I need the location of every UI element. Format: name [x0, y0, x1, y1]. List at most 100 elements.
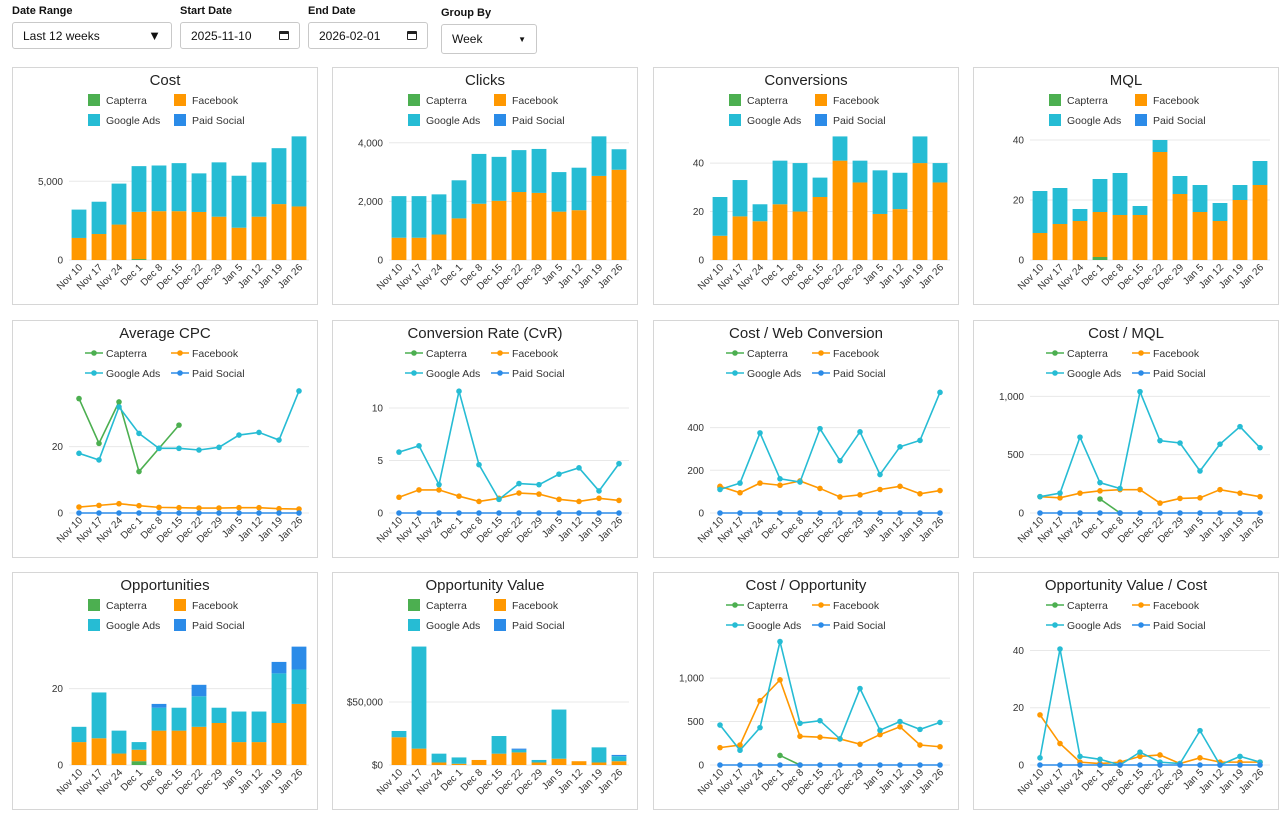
point-paid-social — [1237, 510, 1243, 516]
legend-item[interactable]: Facebook — [171, 348, 239, 360]
legend-item[interactable]: Facebook — [812, 348, 880, 360]
bar-google-ads — [511, 150, 527, 193]
point-paid-social — [556, 510, 562, 516]
legend-label: Capterra — [747, 348, 788, 360]
group-by-select[interactable]: Week ▼ — [441, 24, 537, 54]
legend-item[interactable]: Facebook — [491, 348, 559, 360]
start-date-input[interactable]: 2025-11-10 — [180, 22, 300, 49]
bar-google-ads — [471, 153, 487, 204]
legend-item[interactable]: Google Ads — [408, 619, 480, 632]
bar-google-ads — [411, 196, 427, 238]
bar-paid-social — [191, 684, 207, 697]
line-google-ads — [1039, 388, 1261, 498]
legend-item[interactable]: Facebook — [815, 94, 880, 107]
legend-item[interactable]: Paid Social — [1132, 368, 1206, 380]
legend-item[interactable]: Google Ads — [1046, 368, 1121, 380]
legend-label: Facebook — [833, 348, 880, 360]
legend-item[interactable]: Paid Social — [494, 114, 565, 127]
bar-google-ads — [211, 162, 227, 217]
legend-item[interactable]: Google Ads — [1049, 114, 1121, 127]
bar-google-ads — [551, 709, 567, 759]
legend-item[interactable]: Paid Social — [815, 114, 886, 127]
chart-svg: Capterra Facebook Google Ads Paid Social 0 20… — [687, 348, 950, 546]
point-google-ads — [616, 460, 622, 467]
legend-item[interactable]: Paid Social — [171, 368, 245, 380]
legend-item[interactable]: Paid Social — [174, 114, 245, 127]
bar-google-ads — [131, 742, 147, 750]
bar-google-ads — [1252, 161, 1268, 185]
point-google-ads — [1097, 479, 1103, 486]
legend-item[interactable]: Capterra — [1046, 600, 1108, 612]
chart-panel-cvr: Conversion Rate (CvR) Capterra Facebook Goo… — [332, 320, 638, 558]
legend-item[interactable]: Paid Social — [812, 620, 886, 632]
bar-facebook — [872, 213, 888, 260]
point-facebook — [196, 505, 202, 511]
point-facebook — [937, 743, 943, 750]
legend-item[interactable]: Google Ads — [729, 114, 801, 127]
bar-facebook — [611, 169, 627, 260]
legend-item[interactable]: Capterra — [726, 348, 788, 360]
y-tick-label: 40 — [1013, 646, 1025, 657]
point-google-ads — [76, 450, 82, 457]
bar-google-ads — [932, 163, 948, 183]
point-facebook — [917, 742, 923, 748]
bar-facebook — [91, 234, 107, 260]
legend-label: Google Ads — [747, 620, 801, 632]
bar-google-ads — [91, 201, 107, 235]
legend-item[interactable]: Paid Social — [1132, 620, 1206, 632]
legend-label: Google Ads — [747, 115, 801, 127]
legend-item[interactable]: Paid Social — [491, 368, 565, 380]
y-tick-label: 1,000 — [679, 674, 704, 685]
calendar-icon[interactable] — [407, 31, 417, 40]
bar-facebook — [471, 203, 487, 260]
legend-item[interactable]: Google Ads — [88, 619, 160, 632]
legend-item[interactable]: Capterra — [1046, 348, 1108, 360]
bar-facebook — [271, 723, 287, 765]
legend-item[interactable]: Paid Social — [174, 619, 245, 632]
date-range-select[interactable]: Last 12 weeks ▼ — [12, 22, 172, 49]
legend-item[interactable]: Paid Social — [494, 619, 565, 632]
legend-item[interactable]: Facebook — [1132, 600, 1200, 612]
chart-title: Conversions — [764, 72, 848, 89]
legend-item[interactable]: Facebook — [494, 599, 559, 612]
legend-label: Google Ads — [747, 368, 801, 380]
end-date-input[interactable]: 2026-02-01 — [308, 22, 428, 49]
bar-facebook — [531, 762, 547, 765]
legend-item[interactable]: Facebook — [494, 94, 559, 107]
legend-swatch — [408, 114, 420, 126]
legend-item[interactable]: Facebook — [812, 600, 880, 612]
dropdown-arrow-icon: ▼ — [148, 28, 161, 43]
legend-item[interactable]: Capterra — [726, 600, 788, 612]
legend-item[interactable]: Google Ads — [85, 368, 160, 380]
bar-google-ads — [291, 669, 307, 704]
legend-item[interactable]: Capterra — [1049, 94, 1108, 107]
legend-item[interactable]: Capterra — [729, 94, 788, 107]
legend-item[interactable]: Google Ads — [726, 368, 801, 380]
legend-item[interactable]: Capterra — [88, 599, 147, 612]
legend-label: Google Ads — [1067, 368, 1121, 380]
legend-item[interactable]: Capterra — [88, 94, 147, 107]
legend-item[interactable]: Facebook — [1135, 94, 1200, 107]
legend-item[interactable]: Google Ads — [405, 368, 480, 380]
legend-item[interactable]: Google Ads — [408, 114, 480, 127]
point-facebook — [1137, 753, 1143, 760]
point-google-ads — [1197, 468, 1203, 474]
legend-item[interactable]: Google Ads — [88, 114, 160, 127]
point-google-ads — [276, 437, 282, 443]
legend-item[interactable]: Paid Social — [1135, 114, 1206, 127]
legend-item[interactable]: Google Ads — [1046, 620, 1121, 632]
legend-item[interactable]: Capterra — [408, 94, 467, 107]
point-paid-social — [777, 762, 783, 768]
legend-item[interactable]: Paid Social — [812, 368, 886, 380]
legend-item[interactable]: Facebook — [1132, 348, 1200, 360]
legend-item[interactable]: Capterra — [405, 348, 467, 360]
point-google-ads — [556, 471, 562, 477]
calendar-icon[interactable] — [279, 31, 289, 40]
legend-item[interactable]: Google Ads — [726, 620, 801, 632]
legend-item[interactable]: Facebook — [174, 94, 239, 107]
point-paid-social — [136, 510, 142, 516]
bar-facebook — [211, 216, 227, 260]
legend-item[interactable]: Facebook — [174, 599, 239, 612]
legend-item[interactable]: Capterra — [408, 599, 467, 612]
legend-item[interactable]: Capterra — [85, 348, 147, 360]
